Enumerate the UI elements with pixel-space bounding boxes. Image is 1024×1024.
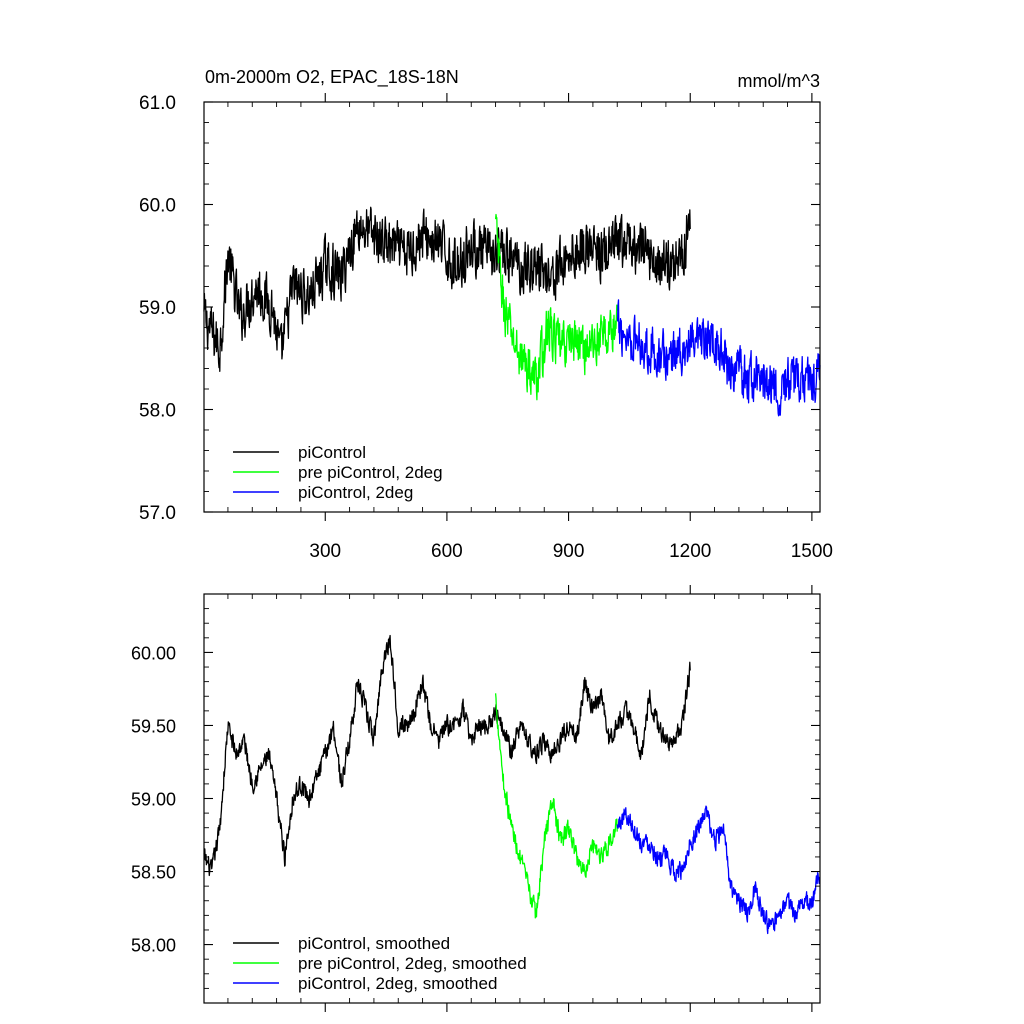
bottom-plot-frame bbox=[203, 593, 821, 1004]
top-x-tick-label-1: 600 bbox=[431, 541, 463, 562]
top-plot-frame bbox=[203, 101, 821, 513]
bottom-y-tick-label-0: 58.00 bbox=[131, 936, 176, 956]
bottom-panel-legend: piControl, smoothed pre piControl, 2deg,… bbox=[233, 934, 527, 993]
bottom-y-tick-label-1: 58.50 bbox=[131, 863, 176, 883]
bottom-series-line-1 bbox=[494, 693, 618, 919]
bottom-y-tick-label-4: 60.00 bbox=[131, 643, 176, 663]
top-series-line-0 bbox=[203, 206, 691, 372]
legend-label-picontrol: piControl bbox=[298, 443, 366, 462]
top-panel-axes: 300 600 900 1200 1500 57.0 58.0 59.0 60.0 61.0 bbox=[139, 93, 833, 562]
top-y-tick-label-0: 57.0 bbox=[139, 503, 176, 524]
legend-label-picontrol-2deg-smoothed: piControl, 2deg, smoothed bbox=[298, 974, 497, 993]
top-panel-legend: piControl pre piControl, 2deg piControl,… bbox=[233, 443, 443, 502]
top-x-tick-label-2: 900 bbox=[553, 541, 585, 562]
top-panel-series-group bbox=[203, 206, 821, 417]
top-y-tick-label-3: 60.0 bbox=[139, 196, 176, 217]
legend-label-picontrol-smoothed: piControl, smoothed bbox=[298, 934, 450, 953]
bottom-panel-axes: 58.00 58.50 59.00 59.50 60.00 bbox=[131, 585, 821, 1012]
top-x-tick-label-0: 300 bbox=[309, 541, 341, 562]
top-y-tick-label-2: 59.0 bbox=[139, 298, 176, 319]
legend-label-picontrol-2deg: piControl, 2deg bbox=[298, 483, 413, 502]
bottom-series-line-0 bbox=[203, 634, 691, 877]
top-x-tick-label-4: 1500 bbox=[791, 541, 833, 562]
top-x-tick-label-3: 1200 bbox=[669, 541, 711, 562]
top-y-tick-label-1: 58.0 bbox=[139, 401, 176, 422]
top-panel-units: mmol/m^3 bbox=[738, 71, 820, 91]
top-y-tick-label-4: 61.0 bbox=[139, 93, 176, 114]
bottom-panel: 58.00 58.50 59.00 59.50 60.00 piControl, smo… bbox=[131, 585, 821, 1012]
bottom-series-line-2 bbox=[616, 805, 821, 935]
top-series-line-1 bbox=[494, 213, 618, 401]
legend-label-pre-picontrol-2deg-smoothed: pre piControl, 2deg, smoothed bbox=[298, 954, 527, 973]
top-panel: 0m-2000m O2, EPAC_18S-18N mmol/m^3 300 60… bbox=[139, 67, 833, 562]
bottom-y-tick-label-3: 59.50 bbox=[131, 716, 176, 736]
bottom-panel-series-group bbox=[203, 634, 821, 935]
bottom-y-tick-label-2: 59.00 bbox=[131, 790, 176, 810]
top-series-line-2 bbox=[616, 299, 821, 417]
legend-label-pre-picontrol-2deg: pre piControl, 2deg bbox=[298, 463, 443, 482]
top-panel-title: 0m-2000m O2, EPAC_18S-18N bbox=[205, 67, 459, 88]
